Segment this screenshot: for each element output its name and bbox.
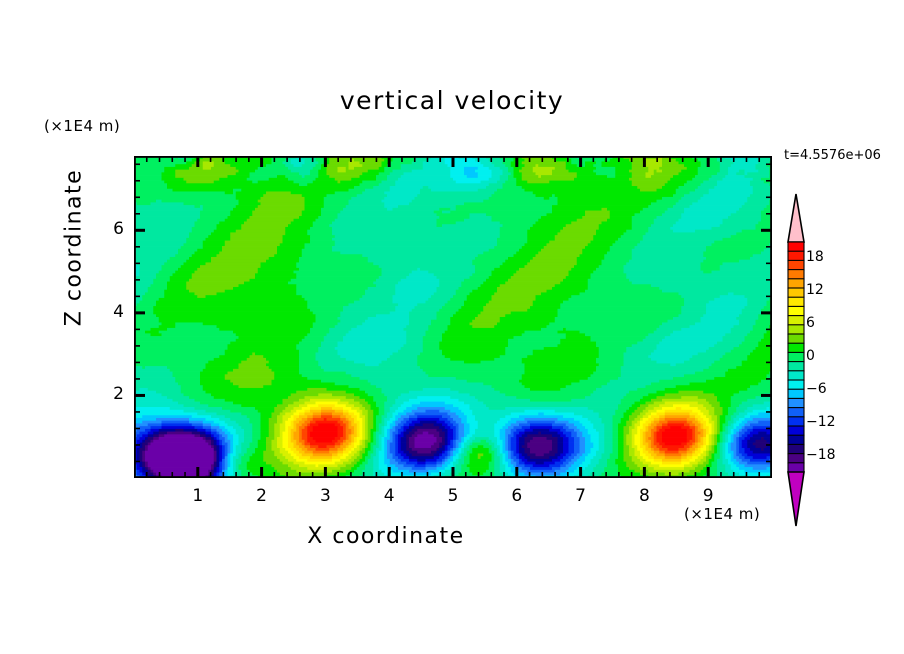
colorbar-tick-label: 6 — [806, 315, 815, 332]
colorbar-tick-label: −12 — [806, 413, 836, 430]
y-tick-label: 2 — [113, 384, 124, 405]
y-tick-label: 4 — [113, 301, 124, 322]
x-tick-label: 2 — [256, 486, 267, 506]
x-tick-label: 4 — [383, 486, 395, 506]
y-axis-title: Z coordinate — [61, 168, 87, 327]
vertical-velocity-contour-field — [134, 156, 772, 478]
chart-title: vertical velocity — [339, 86, 565, 115]
colorbar-tick-label: −6 — [806, 380, 827, 397]
timestamp-annotation: t=4.5576e+06 — [784, 148, 881, 163]
y-tick-label: 6 — [113, 219, 124, 240]
colorbar-tick-label: 0 — [806, 348, 815, 364]
page-title: vertical velocity — [0, 86, 904, 115]
y-axis-units-label: (×1E4 m) — [44, 117, 121, 135]
x-tick-label: 9 — [702, 486, 714, 506]
x-tick-label: 1 — [192, 486, 204, 506]
colorbar-tick-label: 12 — [806, 282, 824, 299]
colorbar-tick-label: −18 — [806, 446, 836, 463]
x-axis-title: X coordinate — [307, 524, 465, 549]
x-tick-label: 8 — [638, 486, 650, 506]
colorbar — [787, 193, 805, 527]
x-axis-units-label: (×1E4 m) — [684, 505, 761, 523]
x-tick-label: 3 — [319, 486, 331, 506]
x-tick-label: 7 — [575, 486, 586, 506]
colorbar-tick-label: 18 — [806, 249, 824, 266]
contour-plot-area — [134, 156, 772, 478]
x-tick-label: 6 — [511, 486, 523, 506]
x-tick-label: 5 — [447, 486, 459, 506]
